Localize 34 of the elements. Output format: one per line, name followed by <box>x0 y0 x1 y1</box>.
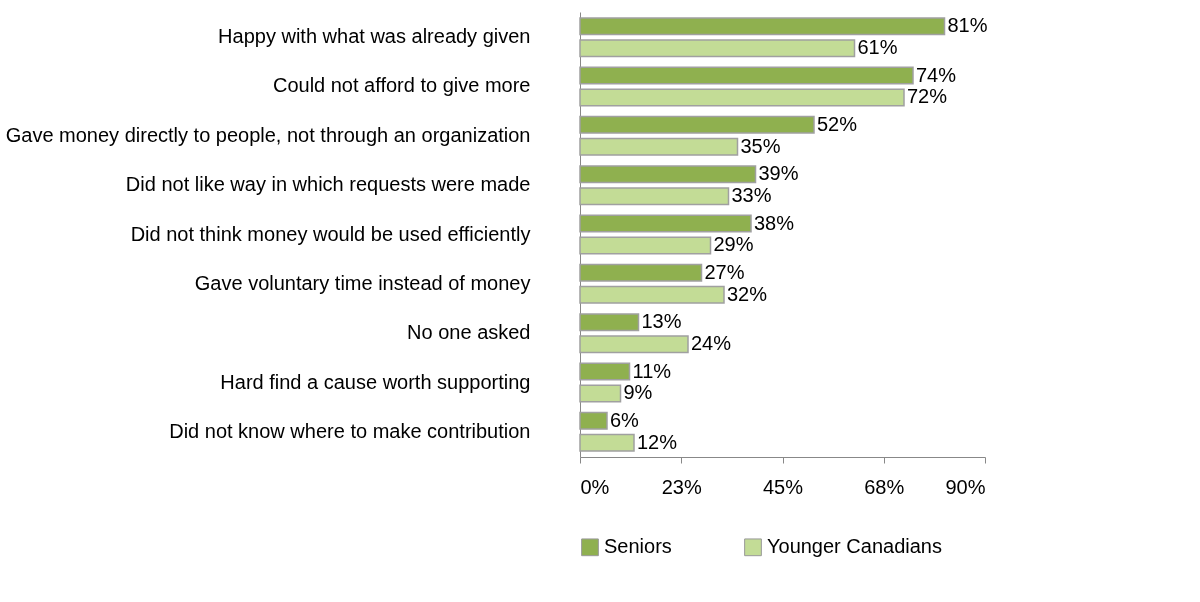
data-label: 38% <box>754 211 795 234</box>
data-label: 24% <box>691 332 732 355</box>
y-tick-label: Did not know where to make contribution <box>169 419 531 442</box>
y-tick-label: No one asked <box>407 321 531 344</box>
x-tick-label: 0% <box>580 475 610 498</box>
data-label: 12% <box>637 430 678 453</box>
data-label: 61% <box>857 36 898 59</box>
y-tick-label: Did not think money would be used efficiently <box>130 222 531 245</box>
data-label: 32% <box>727 282 768 305</box>
data-label: 13% <box>641 310 682 333</box>
x-tick-label: 45% <box>762 475 804 498</box>
y-tick-label: Gave money directly to people, not through an organization <box>5 123 531 146</box>
data-label: 74% <box>916 63 957 86</box>
x-tick-label: 90% <box>945 475 986 498</box>
y-tick-label: Could not afford to give more <box>272 74 531 97</box>
data-label: 6% <box>610 408 640 431</box>
y-tick-label: Gave voluntary time instead of money <box>194 271 531 294</box>
data-label: 35% <box>740 134 781 157</box>
y-tick-label: Did not like way in which requests were made <box>125 173 531 196</box>
data-label: 81% <box>947 14 988 37</box>
data-label: 11% <box>632 359 672 382</box>
data-label: 27% <box>704 260 745 283</box>
data-label: 33% <box>731 184 772 207</box>
data-label: 52% <box>817 112 858 135</box>
data-label: 72% <box>907 85 948 108</box>
x-tick-label: 23% <box>661 475 702 498</box>
data-label: 39% <box>758 162 799 185</box>
data-label: 29% <box>713 233 754 256</box>
legend-label: Seniors <box>604 535 672 558</box>
legend-label: Younger Canadians <box>767 535 942 558</box>
y-tick-label: Happy with what was already given <box>218 25 531 48</box>
data-label: 9% <box>623 381 653 404</box>
x-tick-label: 68% <box>864 475 905 498</box>
y-tick-label: Hard find a cause worth supporting <box>220 370 531 393</box>
